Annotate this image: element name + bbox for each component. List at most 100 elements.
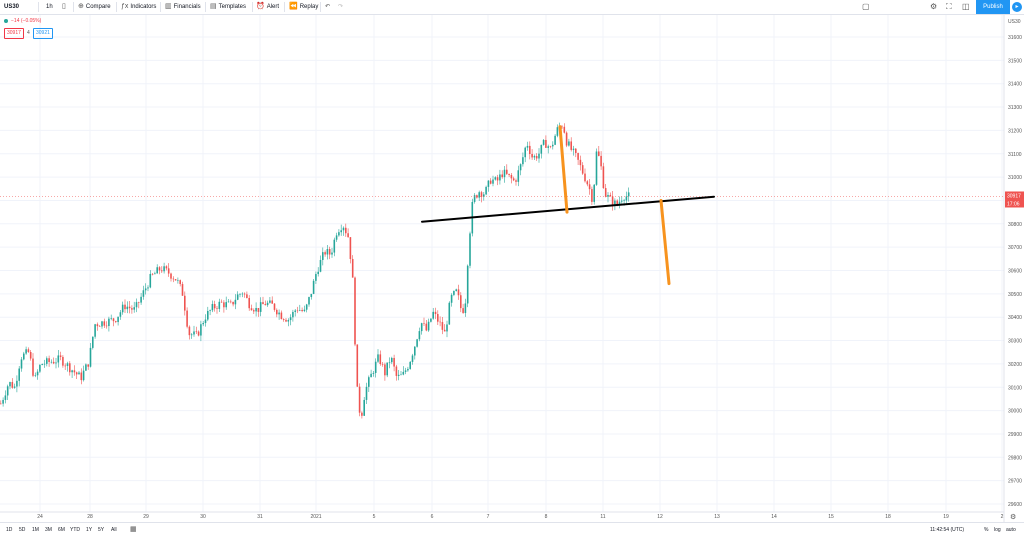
candle-body — [400, 374, 402, 376]
alarm-clock-icon: ⏰ — [256, 3, 265, 10]
templates-icon: ▤ — [210, 3, 217, 10]
candle-body — [138, 302, 140, 303]
symbol-search[interactable]: US30 — [4, 4, 20, 10]
goto-date-button[interactable]: ▦ — [130, 523, 137, 537]
undo-button[interactable]: ↶ — [325, 0, 330, 14]
candle-body — [73, 370, 76, 373]
candle-body — [607, 194, 609, 197]
candle-body — [565, 132, 568, 146]
range-5d[interactable]: 5D — [19, 527, 26, 533]
plus-circle-icon: ⊕ — [78, 3, 84, 10]
publish-menu-button[interactable]: ▸ — [1012, 2, 1022, 12]
candle-body — [85, 364, 87, 371]
buy-price-box[interactable]: 30921 — [33, 28, 53, 39]
y-tick-label: 30500 — [1008, 292, 1022, 298]
indicators-button[interactable]: ƒx Indicators — [121, 0, 156, 14]
fullscreen-button[interactable]: ⛶ — [946, 0, 952, 14]
x-tick-label: 13 — [714, 514, 720, 520]
candle-body — [347, 233, 349, 238]
candle-body — [121, 304, 124, 313]
candle-body — [512, 178, 515, 181]
candle-body — [4, 395, 7, 400]
candle-body — [52, 361, 55, 364]
x-tick-label: 2 — [1001, 514, 1004, 520]
candle-body — [395, 366, 398, 376]
price-chart[interactable]: 29600 29700 29800 29900 30000 30100 30200 30300… — [0, 15, 1024, 522]
candle-body — [510, 174, 513, 179]
candle-body — [374, 361, 377, 373]
redo-button[interactable]: ↷ — [338, 0, 343, 14]
candle-body — [294, 310, 296, 312]
toolbar-divider — [160, 2, 161, 12]
axis-settings-gear-icon[interactable]: ⚙ — [1010, 513, 1016, 521]
candle-body — [202, 323, 204, 325]
alert-button[interactable]: ⏰ Alert — [256, 0, 279, 14]
price-change: −14 (−0.05%) — [11, 18, 42, 24]
candle-body — [172, 278, 175, 280]
x-tick-label: 29 — [143, 514, 149, 520]
replay-button[interactable]: ⏪ Replay — [289, 0, 318, 14]
candle-body — [232, 301, 234, 305]
candle-body — [262, 302, 264, 305]
candle-body — [64, 365, 66, 367]
candle-body — [446, 324, 448, 332]
candle-body — [333, 239, 336, 253]
candle-body — [209, 310, 211, 311]
y-tick-label: 29800 — [1008, 455, 1022, 461]
range-1y[interactable]: 1Y — [86, 527, 93, 533]
square-icon: ▢ — [862, 2, 870, 11]
candle-body — [216, 308, 218, 309]
layout-button[interactable]: ▢ — [862, 0, 870, 14]
templates-button[interactable]: ▤ Templates — [210, 0, 246, 14]
compare-button[interactable]: ⊕ Compare — [78, 0, 111, 14]
candle-body — [627, 192, 630, 197]
range-1d[interactable]: 1D — [6, 527, 13, 533]
candle-body — [220, 301, 223, 303]
settings-button[interactable]: ⚙ — [930, 0, 937, 14]
candle-body — [119, 312, 122, 317]
range-ytd[interactable]: YTD — [70, 527, 80, 533]
candle-body — [257, 307, 260, 312]
candle-body — [542, 139, 545, 145]
range-1m[interactable]: 1M — [32, 527, 39, 533]
candle-body — [411, 355, 414, 362]
candle-body — [388, 362, 391, 363]
snapshot-button[interactable]: ◫ — [962, 0, 970, 14]
sell-price-box[interactable]: 30917 — [4, 28, 24, 39]
clock-time: 11:42:54 (UTC) — [930, 527, 965, 533]
candle-body — [9, 382, 11, 387]
candle-body — [276, 309, 278, 315]
range-6m[interactable]: 6M — [58, 527, 65, 533]
candle-body — [416, 339, 418, 347]
toolbar-divider — [38, 2, 39, 12]
last-price-label: 30917 — [1007, 193, 1021, 199]
candle-body — [621, 200, 623, 202]
candle-body — [223, 302, 225, 308]
candle-body — [335, 235, 338, 240]
toolbar-divider — [252, 2, 253, 12]
y-tick-label: 31300 — [1008, 105, 1022, 111]
log-toggle[interactable]: log — [994, 527, 1001, 533]
candle-body — [499, 174, 501, 181]
candle-body — [351, 258, 354, 278]
candle-body — [414, 346, 416, 356]
financials-button[interactable]: ▥ Financials — [165, 0, 201, 14]
undo-icon: ↶ — [325, 4, 331, 10]
alert-label: Alert — [266, 4, 280, 10]
candle-body — [115, 321, 117, 323]
candle-body — [278, 312, 280, 315]
range-5y[interactable]: 5Y — [98, 527, 105, 533]
candle-body — [195, 331, 198, 333]
candle-body — [423, 323, 425, 324]
interval-button[interactable]: 1h — [46, 4, 53, 10]
candle-body — [522, 157, 524, 165]
percent-toggle[interactable]: % — [984, 527, 989, 533]
range-all[interactable]: All — [111, 527, 117, 533]
chart-type-button[interactable]: ▯ — [62, 0, 68, 14]
range-3m[interactable]: 3M — [45, 527, 52, 533]
candle-body — [324, 252, 326, 255]
candle-body — [377, 354, 379, 362]
auto-toggle[interactable]: auto — [1006, 527, 1016, 533]
candle-body — [349, 237, 352, 259]
publish-button[interactable]: Publish — [976, 0, 1010, 14]
